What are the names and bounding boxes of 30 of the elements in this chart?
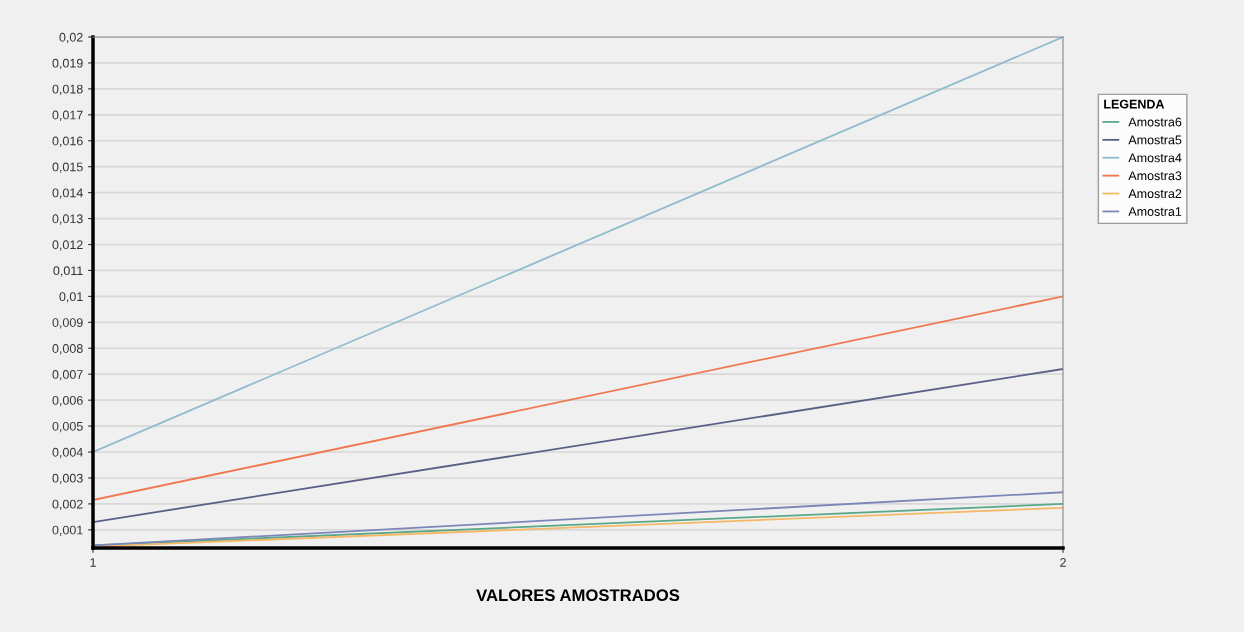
y-tick-label: 0,017 (52, 110, 83, 121)
legend-label: Amostra1 (1128, 207, 1182, 216)
y-tick-label: 0,019 (52, 58, 83, 70)
y-tick-label: 0,002 (52, 499, 83, 511)
y-tick-label: 0,005 (52, 421, 83, 433)
y-tick-label: 0,011 (53, 266, 83, 277)
y-tick-label: 0,016 (52, 136, 83, 147)
y-tick-label: 0,001 (52, 525, 83, 536)
y-tick-label: 0,003 (52, 473, 83, 485)
x-tick-label: 1 (90, 558, 96, 567)
legend-title: LEGENDA (1104, 99, 1165, 109)
y-tick-label: 0,015 (52, 162, 83, 173)
y-tick-label: 0,004 (52, 447, 83, 459)
x-tick-label: 2 (1060, 558, 1066, 567)
legend-label: Amostra4 (1128, 153, 1182, 163)
legend-label: Amostra3 (1128, 171, 1182, 181)
y-tick-label: 0,006 (52, 395, 83, 407)
y-tick-label: 0,007 (52, 370, 83, 381)
legend-label: Amostra2 (1128, 189, 1182, 199)
y-tick-label: 0,018 (52, 84, 83, 96)
x-axis-title: VALORES AMOSTRADOS (476, 589, 680, 602)
y-tick-label: 0,013 (52, 214, 83, 225)
y-tick-label: 0,008 (52, 344, 83, 355)
y-tick-label: 0,02 (59, 32, 83, 44)
legend-label: Amostra6 (1128, 117, 1182, 127)
y-tick-label: 0,01 (59, 292, 83, 303)
y-tick-label: 0,012 (52, 240, 83, 251)
y-tick-label: 0,009 (52, 318, 83, 329)
y-tick-label: 0,014 (52, 188, 83, 199)
legend-label: Amostra5 (1128, 135, 1182, 145)
